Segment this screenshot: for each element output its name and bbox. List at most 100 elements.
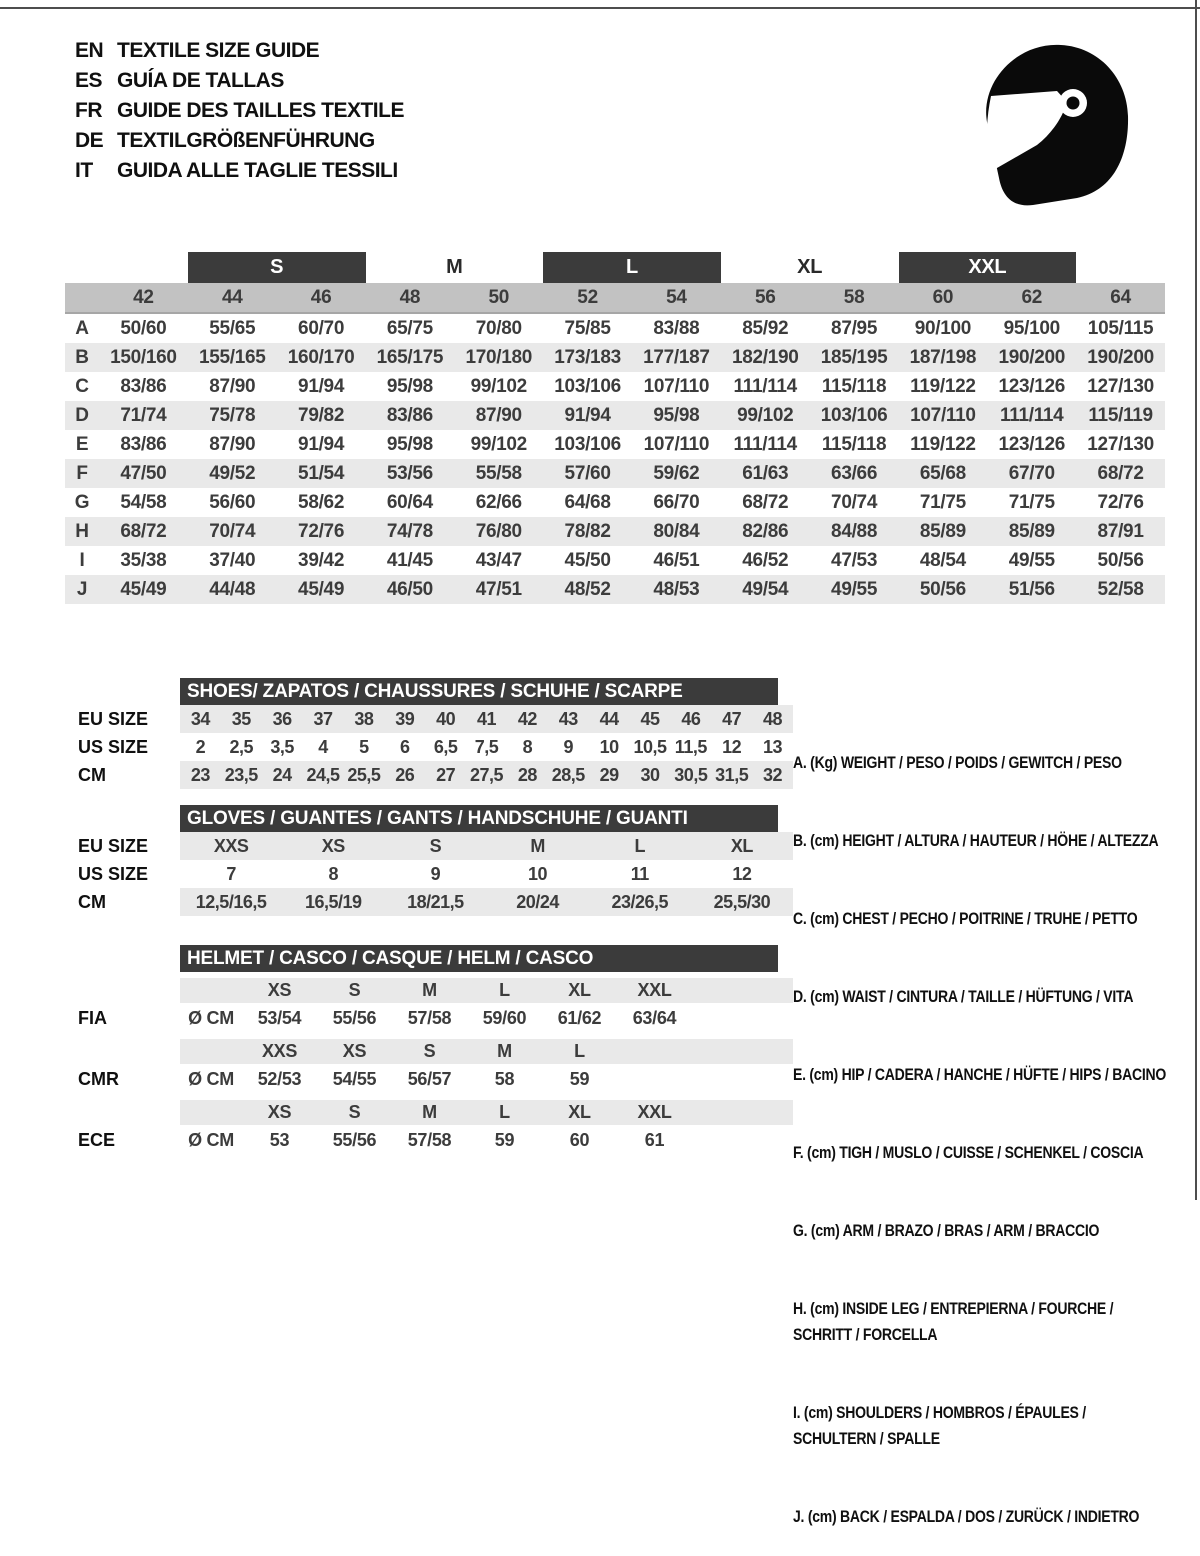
helmet-size-label: L — [499, 1102, 510, 1122]
visor-pivot-inner — [1066, 96, 1080, 110]
language-code: FR — [75, 99, 103, 122]
helmet-standards: XS S M L XL XXL FIA Ø CM 53/54 55/56 57/58 59/60… — [65, 978, 793, 1155]
glove-size-value: 8 — [328, 863, 338, 884]
measurement-value: 63/66 — [831, 462, 878, 484]
shoe-size-value: 37 — [313, 708, 334, 729]
measurement-value: 115/119 — [1088, 404, 1153, 426]
measurement-value: 71/75 — [1008, 491, 1055, 513]
measurement-key: B — [75, 346, 89, 368]
measurement-value: 75/78 — [209, 404, 256, 426]
measurement-value: 60/70 — [298, 317, 345, 339]
measurement-key: A — [75, 317, 89, 339]
language-title-row: FR GUIDE DES TAILLES TEXTILE — [75, 96, 404, 126]
row-label: US SIZE — [78, 863, 149, 884]
helmet-value-row: CMR Ø CM 52/53 54/55 56/57 58 59 — [78, 1064, 793, 1094]
measurement-value: 103/106 — [554, 375, 621, 397]
measurement-value: 45/49 — [120, 578, 167, 600]
measurement-value: 55/65 — [209, 317, 256, 339]
measurement-value: 70/74 — [209, 520, 256, 542]
helmet-size-label: XXL — [637, 980, 672, 1000]
measurement-key: F — [76, 462, 88, 484]
unit-label: Ø CM — [188, 1068, 234, 1089]
helmet-standard-group: XXS XS S M L CMR Ø CM 52/53 54/55 56/57 58 59 — [65, 1039, 793, 1094]
helmet-size-value: 63/64 — [632, 1007, 677, 1028]
language-label: GUIDA ALLE TAGLIE TESSILI — [117, 159, 398, 182]
shoes-row: CM 23 23,5 24 24,5 25,5 26 27 27,5 28 28,5 29 30 30,… — [65, 761, 793, 789]
numeric-size-header: 54 — [666, 286, 687, 308]
numeric-size-header: 50 — [488, 286, 510, 308]
standard-label: ECE — [78, 1129, 116, 1150]
shoe-size-value: 2,5 — [229, 736, 254, 757]
measurement-value: 82/86 — [742, 520, 789, 542]
measurement-value: 83/86 — [386, 404, 433, 426]
shoe-size-value: 28,5 — [551, 764, 586, 785]
measurement-value: 50/56 — [919, 578, 966, 600]
measurement-value: 155/165 — [198, 346, 266, 368]
helmet-size-label: L — [499, 980, 510, 1000]
row-label: EU SIZE — [78, 708, 149, 729]
helmet-size-value: 59 — [569, 1068, 590, 1089]
helmet-size-label: XS — [342, 1041, 367, 1061]
measurement-value: 56/60 — [209, 491, 256, 513]
measurement-row: E 83/86 87/90 91/94 95/98 99/102 103/106 107/1… — [65, 430, 1165, 459]
measurement-value: 54/58 — [120, 491, 167, 513]
measurement-value: 95/98 — [653, 404, 700, 426]
glove-size-value: 10 — [528, 863, 548, 884]
top-border-line — [0, 7, 1200, 9]
right-border-line — [1195, 0, 1197, 1200]
helmet-size-header-row: XXS XS S M L — [180, 1039, 793, 1064]
glove-size-value: 9 — [430, 863, 441, 884]
measurement-row: J 45/49 44/48 45/49 46/50 47/51 48/52 48/53 49/… — [65, 575, 1165, 604]
shoe-size-value: 46 — [681, 708, 701, 729]
helmet-size-value: 55/56 — [332, 1129, 377, 1150]
helmet-standard-group: XS S M L XL XXL ECE Ø CM 53 55/56 57/58 59 60 61 — [65, 1100, 793, 1155]
glove-size-value: 18/21,5 — [407, 891, 464, 912]
measurement-value: 90/100 — [914, 317, 972, 339]
shoe-size-value: 43 — [558, 708, 579, 729]
measurement-value: 48/52 — [564, 578, 611, 600]
measurement-value: 185/195 — [820, 346, 888, 368]
measurement-value: 190/200 — [1087, 346, 1154, 368]
measurement-value: 111/114 — [1000, 404, 1064, 426]
shoe-size-value: 25,5 — [347, 764, 381, 785]
shoe-size-value: 6,5 — [433, 736, 458, 757]
language-label: GUIDE DES TAILLES TEXTILE — [117, 99, 404, 122]
helmet-size-label: M — [497, 1041, 512, 1061]
measurement-value: 46/51 — [653, 549, 700, 571]
shoe-size-value: 27 — [436, 764, 456, 785]
standard-label: FIA — [78, 1007, 107, 1028]
measurement-value: 71/75 — [919, 491, 966, 513]
legend-item: E. (cm) HIP / CADERA / HANCHE / HÜFTE / … — [793, 1066, 1166, 1084]
helmet-size-label: XS — [267, 980, 292, 1000]
helmet-size-value: 60 — [569, 1129, 590, 1150]
measurement-value: 66/70 — [653, 491, 700, 513]
helmet-size-label: XL — [568, 980, 591, 1000]
measurement-value: 72/76 — [298, 520, 345, 542]
measurement-key: G — [74, 491, 90, 513]
measurement-value: 51/56 — [1008, 578, 1055, 600]
size-band: S — [187, 252, 366, 283]
measurement-value: 67/70 — [1008, 462, 1055, 484]
glove-size-value: XS — [321, 835, 346, 856]
helmet-size-label: S — [423, 1041, 436, 1061]
language-code: ES — [75, 69, 103, 92]
measurement-value: 83/86 — [120, 433, 167, 455]
shoe-size-value: 23,5 — [224, 764, 259, 785]
row-label: US SIZE — [78, 736, 149, 757]
measurement-value: 170/180 — [465, 346, 533, 368]
measurement-value: 46/50 — [386, 578, 433, 600]
measurement-value: 79/82 — [298, 404, 345, 426]
helmet-size-value: 54/55 — [332, 1068, 377, 1089]
measurement-value: 60/64 — [386, 491, 433, 513]
measurement-value: 43/47 — [475, 549, 522, 571]
measurement-value: 99/102 — [470, 375, 528, 397]
band-spacer — [65, 252, 188, 283]
shoe-size-value: 42 — [517, 708, 538, 729]
glove-size-value: 16,5/19 — [304, 891, 362, 912]
measurement-value: 87/90 — [475, 404, 522, 426]
shoe-size-value: 36 — [272, 708, 293, 729]
size-band: XXL — [898, 252, 1077, 283]
legend-item: C. (cm) CHEST / PECHO / POITRINE / TRUHE… — [793, 910, 1138, 928]
measurement-row: A 50/60 55/65 60/70 65/75 70/80 75/85 83/88 85/… — [65, 314, 1165, 343]
measurement-value: 75/85 — [564, 317, 611, 339]
